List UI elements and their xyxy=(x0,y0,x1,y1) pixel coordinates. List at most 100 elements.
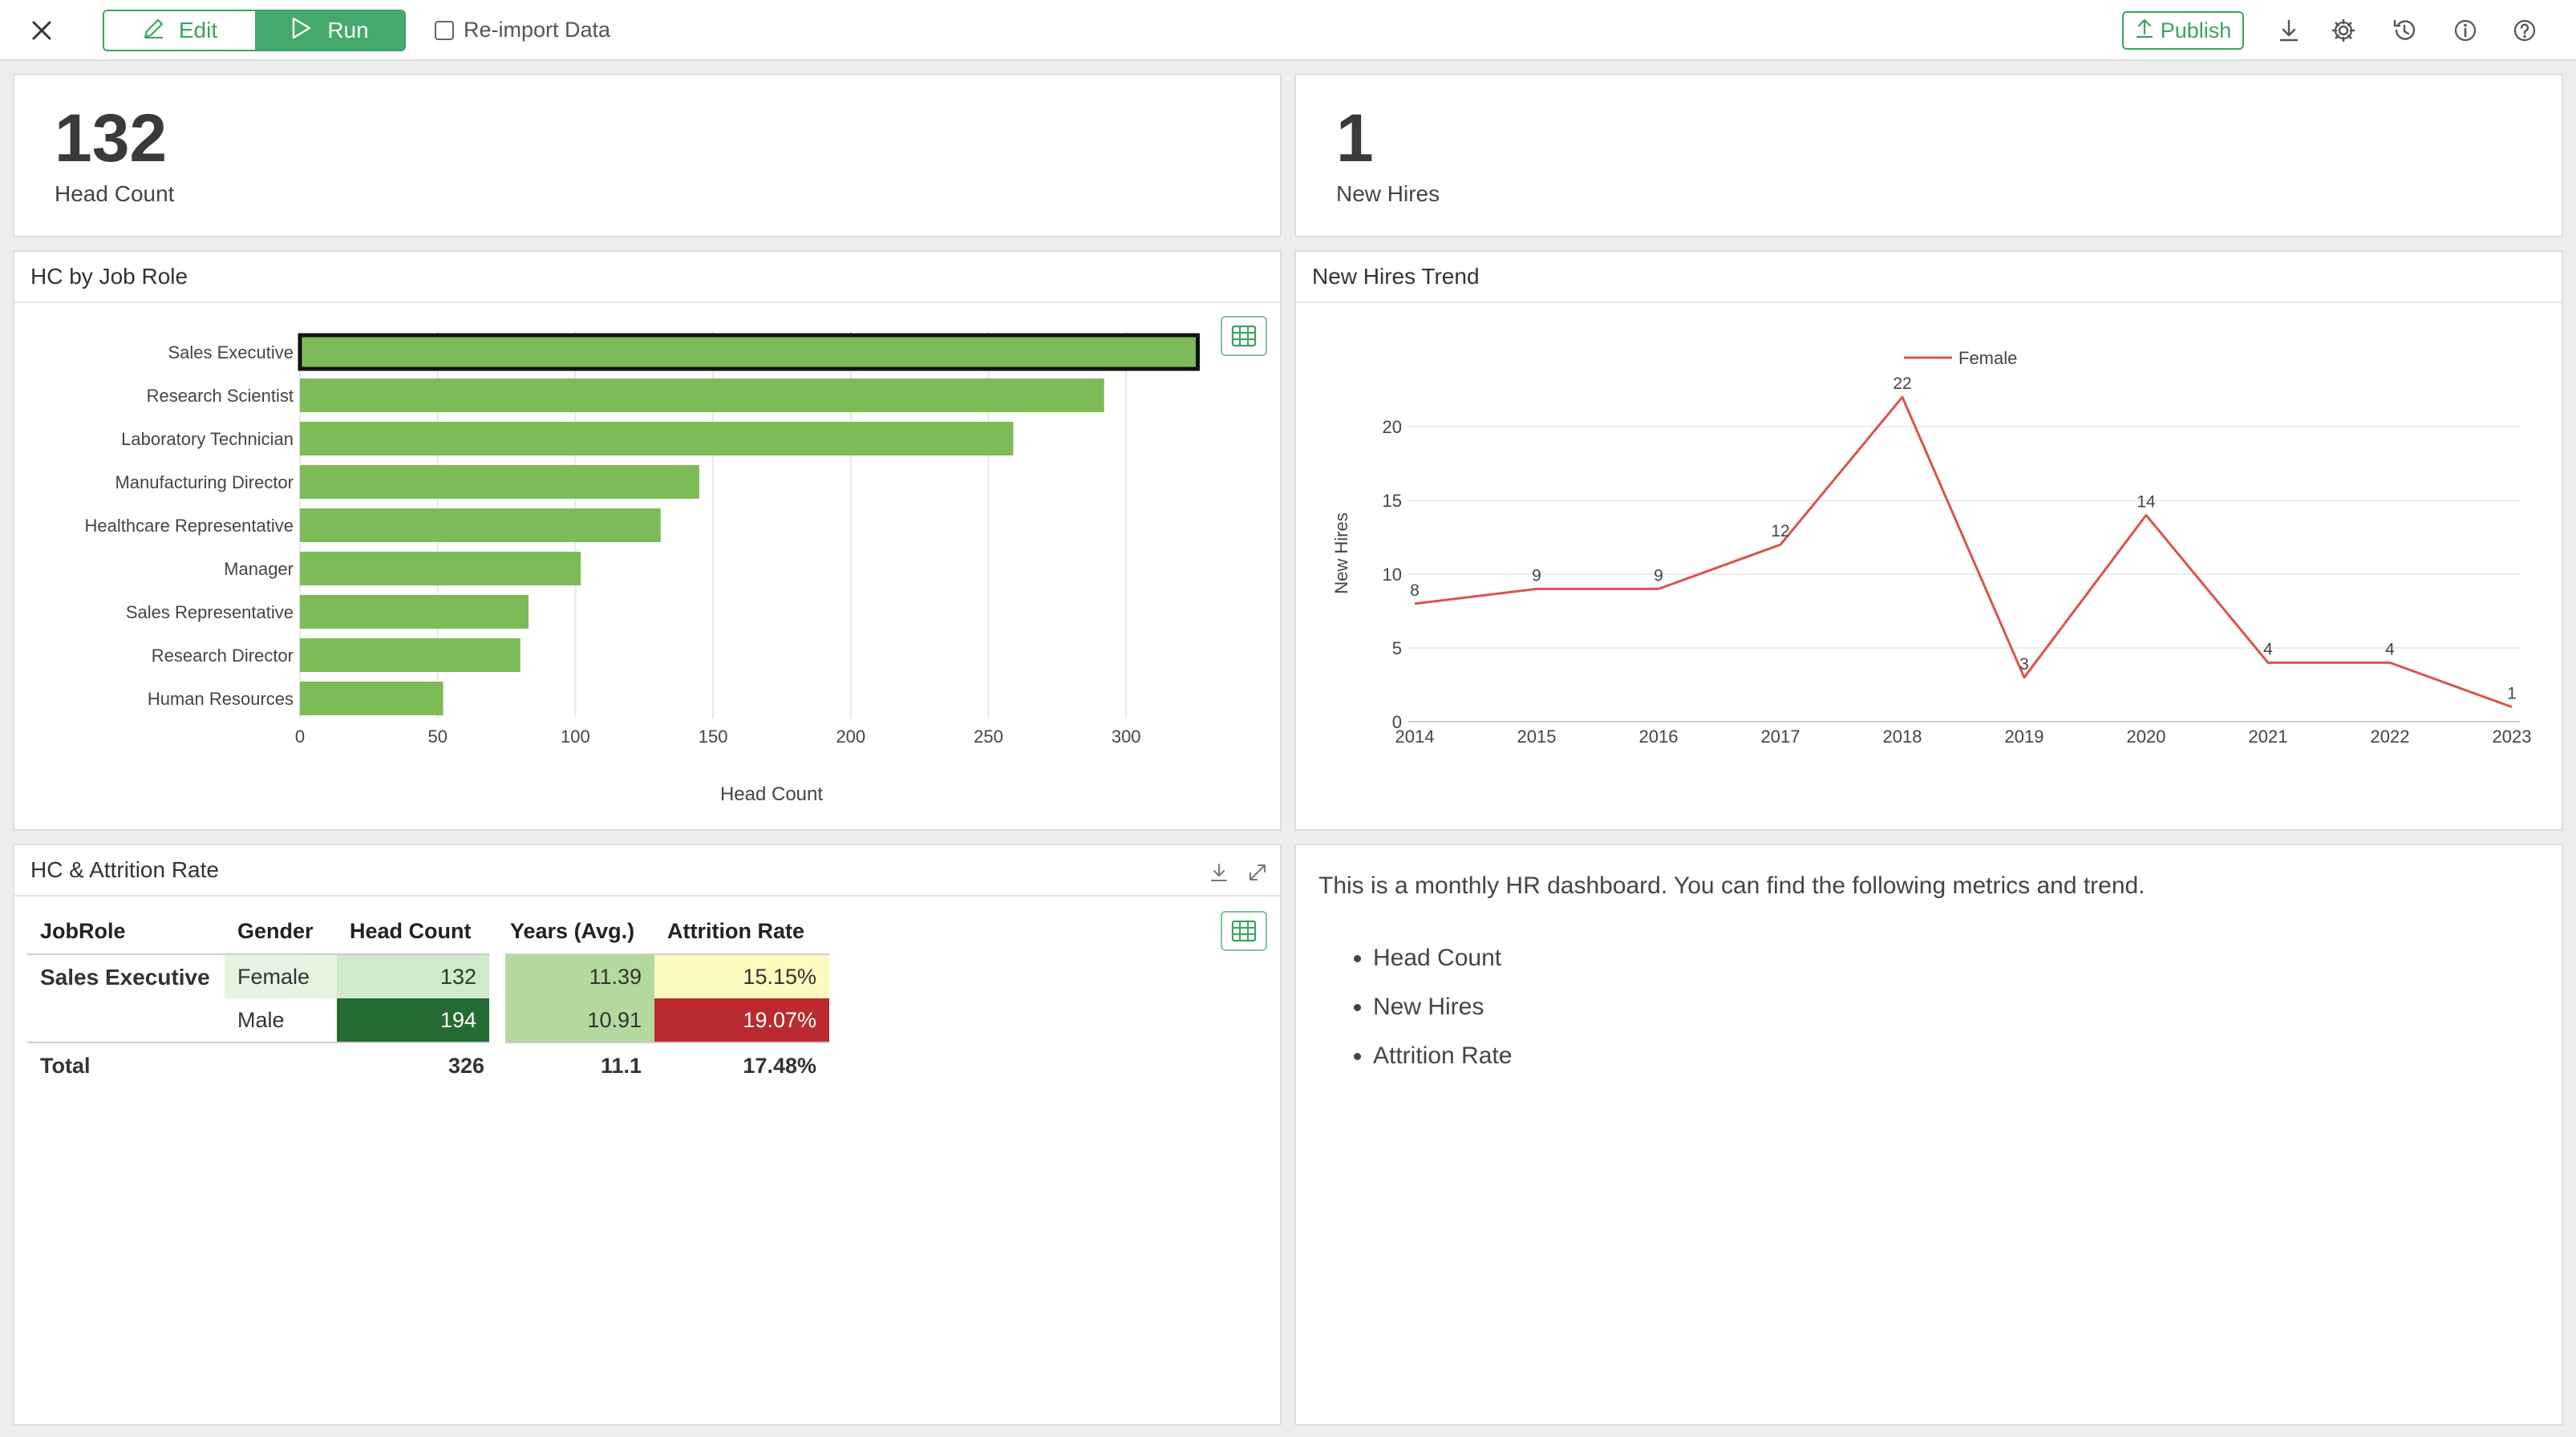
download-icon[interactable] xyxy=(1208,861,1230,884)
x-tick-label: 150 xyxy=(699,727,728,747)
head-count-card: 132 Head Count xyxy=(13,74,1282,237)
panel-title: HC by Job Role xyxy=(14,252,1280,303)
bar xyxy=(300,508,661,542)
y-tick-label: Sales Executive xyxy=(168,342,294,362)
x-tick-label: 300 xyxy=(1112,727,1141,747)
y-tick-label: Research Director xyxy=(152,646,294,666)
table-row: Male 194 10.91 19.07% xyxy=(27,998,829,1042)
toolbar: Edit Run Re-import Data Publish xyxy=(0,0,2576,61)
total-gender-cell xyxy=(225,1042,337,1089)
y-tick-label: Manufacturing Director xyxy=(115,472,294,492)
table-row: Sales Executive Female 132 11.39 15.15% xyxy=(27,954,829,998)
head-count-cell: 194 xyxy=(337,998,497,1042)
reimport-label: Re-import Data xyxy=(464,18,611,42)
notes-intro: This is a monthly HR dashboard. You can … xyxy=(1318,872,2145,899)
y-axis-label: New Hires xyxy=(1331,512,1351,593)
hc-by-job-role-chart: 0 50 100 150 200 250 300 Sales Executive Researc… xyxy=(85,330,1200,805)
run-label: Run xyxy=(327,18,369,43)
play-icon xyxy=(290,16,313,46)
col-header-attrition[interactable]: Attrition Rate xyxy=(654,909,829,955)
expand-icon[interactable] xyxy=(1246,861,1269,884)
x-tick-label: 200 xyxy=(836,727,865,747)
total-head-count: 326 xyxy=(337,1042,497,1089)
x-tick-label: 2015 xyxy=(1517,727,1557,747)
y-tick-label: Human Resources xyxy=(148,689,294,709)
history-icon[interactable] xyxy=(2390,16,2419,45)
total-label: Total xyxy=(27,1042,225,1089)
hc-attrition-panel: HC & Attrition Rate JobRole Gender Head … xyxy=(13,844,1282,1426)
publish-button[interactable]: Publish xyxy=(2122,11,2244,50)
col-header-gender[interactable]: Gender xyxy=(225,909,337,955)
table-header-row: JobRole Gender Head Count Years (Avg.) A… xyxy=(27,909,829,955)
table-icon[interactable] xyxy=(1221,911,1267,951)
y-tick-label: Research Scientist xyxy=(147,386,294,406)
head-count-value: 132 xyxy=(55,100,168,176)
years-cell: 10.91 xyxy=(489,998,654,1042)
head-count-cell: 132 xyxy=(337,954,497,998)
run-button[interactable]: Run xyxy=(255,11,404,50)
x-tick-label: 0 xyxy=(295,727,305,747)
data-label: 9 xyxy=(1654,566,1663,585)
col-header-head-count[interactable]: Head Count xyxy=(337,909,497,955)
notes-list: Head Count New Hires Attrition Rate xyxy=(1373,945,1512,1091)
series-line-female xyxy=(1414,395,2513,709)
edit-button[interactable]: Edit xyxy=(104,11,255,50)
info-icon[interactable] xyxy=(2451,16,2480,45)
col-header-jobrole[interactable]: JobRole xyxy=(27,909,225,955)
attrition-cell: 19.07% xyxy=(654,998,829,1042)
gender-cell: Male xyxy=(237,1007,285,1032)
y-tick-label: 15 xyxy=(1383,491,1402,511)
x-tick-label: 50 xyxy=(427,727,447,747)
x-tick-label: 250 xyxy=(974,727,1003,747)
notes-panel: This is a monthly HR dashboard. You can … xyxy=(1294,844,2563,1426)
total-years: 11.1 xyxy=(497,1042,654,1089)
bar xyxy=(300,682,444,715)
total-attrition: 17.48% xyxy=(654,1042,829,1089)
pencil-icon xyxy=(142,16,166,46)
new-hires-trend-chart: 0 5 10 15 20 2014 2015 2016 2017 2018 2019 2020 2021… xyxy=(1331,348,2532,747)
x-tick-label: 2017 xyxy=(1761,727,1800,747)
list-item: Head Count xyxy=(1373,945,1512,994)
new-hires-card: 1 New Hires xyxy=(1294,74,2563,237)
jobrole-cell: Sales Executive xyxy=(40,965,210,990)
x-tick-label: 2022 xyxy=(2371,727,2410,747)
y-tick-label: Manager xyxy=(224,559,294,579)
publish-label: Publish xyxy=(2160,18,2232,43)
x-tick-label: 2019 xyxy=(2005,727,2044,747)
bar xyxy=(298,333,1200,371)
close-icon[interactable] xyxy=(27,16,56,45)
mode-toggle: Edit Run xyxy=(103,10,406,51)
table-icon[interactable] xyxy=(1221,316,1267,356)
data-label: 22 xyxy=(1893,374,1911,393)
bar xyxy=(300,552,581,585)
bar xyxy=(300,595,529,629)
y-tick-label: 20 xyxy=(1383,417,1402,437)
x-tick-label: 2021 xyxy=(2249,727,2288,747)
y-tick-label: 0 xyxy=(1392,712,1402,732)
data-label: 12 xyxy=(1771,522,1789,540)
reimport-checkbox[interactable] xyxy=(435,20,454,40)
x-axis-label: Head Count xyxy=(720,783,823,805)
y-tick-label: Healthcare Representative xyxy=(85,516,294,536)
data-label: 4 xyxy=(2385,640,2395,658)
y-tick-label: Sales Representative xyxy=(126,602,294,622)
bar xyxy=(300,465,699,499)
new-hires-value: 1 xyxy=(1336,100,1374,176)
download-icon[interactable] xyxy=(2274,16,2303,45)
new-hires-trend-panel: New Hires Trend 0 5 10 15 20 2014 2015 2016 2017… xyxy=(1294,250,2563,831)
reimport-data-option[interactable]: Re-import Data xyxy=(435,18,610,43)
x-tick-label: 2014 xyxy=(1395,727,1435,747)
data-label: 9 xyxy=(1532,566,1541,585)
head-count-label: Head Count xyxy=(55,181,175,206)
total-row: Total 326 11.1 17.48% xyxy=(27,1042,829,1089)
data-label: 4 xyxy=(2263,640,2273,658)
gear-icon[interactable] xyxy=(2329,16,2358,45)
legend-label: Female xyxy=(1958,348,2017,368)
col-header-years[interactable]: Years (Avg.) xyxy=(497,909,654,955)
help-icon[interactable] xyxy=(2510,16,2539,45)
data-label: 8 xyxy=(1410,581,1420,600)
x-tick-label: 2023 xyxy=(2493,727,2532,747)
x-tick-label: 2020 xyxy=(2127,727,2166,747)
y-tick-label: Laboratory Technician xyxy=(121,429,294,449)
edit-label: Edit xyxy=(178,18,218,43)
